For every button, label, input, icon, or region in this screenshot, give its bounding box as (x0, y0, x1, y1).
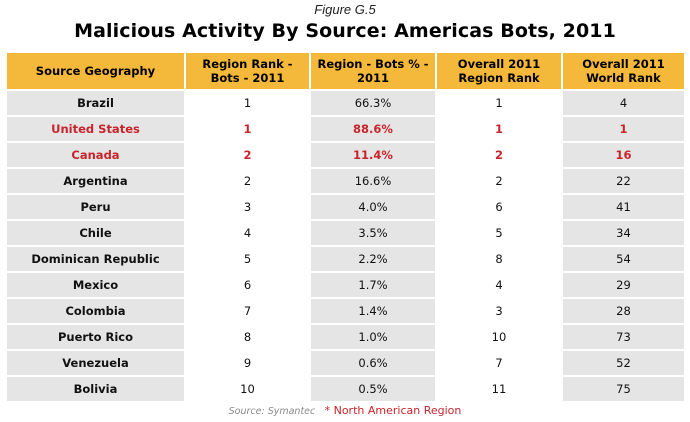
cell-overall-region-rank: 6 (435, 193, 562, 221)
table-row: Brazil 1 66.3% 1 4 (7, 89, 684, 117)
column-header-source-geography: Source Geography (7, 53, 185, 91)
data-table: Source Geography Region Rank - Bots - 20… (7, 53, 684, 403)
cell-overall-region-rank: 8 (435, 245, 562, 273)
cell-world-rank: 54 (561, 245, 684, 273)
cell-overall-region-rank: 1 (435, 89, 562, 117)
cell-region-rank: 6 (184, 271, 310, 299)
cell-source-geography: Puerto Rico (7, 323, 185, 351)
cell-region-rank: 4 (184, 219, 310, 247)
cell-bots-percent: 0.5% (309, 375, 436, 403)
column-header-bots-percent: Region - Bots % - 2011 (309, 53, 436, 91)
cell-overall-region-rank: 3 (435, 297, 562, 325)
cell-bots-percent: 11.4% (309, 141, 436, 169)
cell-bots-percent: 66.3% (309, 89, 436, 117)
source-text: Source: Symantec (228, 406, 316, 417)
table-body: Brazil 1 66.3% 1 4 United States 1 88.6% 1 1 Canad… (7, 89, 684, 403)
column-header-overall-region-rank: Overall 2011 Region Rank (435, 53, 562, 91)
figure-label: Figure G.5 (314, 2, 376, 17)
table-row: Chile 4 3.5% 5 34 (7, 219, 684, 247)
cell-bots-percent: 4.0% (309, 193, 436, 221)
cell-region-rank: 1 (184, 89, 310, 117)
cell-overall-region-rank: 7 (435, 349, 562, 377)
column-header-world-rank: Overall 2011 World Rank (561, 53, 684, 91)
page-title: Malicious Activity By Source: Americas B… (74, 20, 616, 42)
cell-source-geography: Argentina (7, 167, 185, 195)
cell-region-rank: 8 (184, 323, 310, 351)
cell-bots-percent: 16.6% (309, 167, 436, 195)
cell-region-rank: 2 (184, 167, 310, 195)
cell-overall-region-rank: 4 (435, 271, 562, 299)
cell-overall-region-rank: 2 (435, 141, 562, 169)
cell-bots-percent: 1.7% (309, 271, 436, 299)
cell-region-rank: 3 (184, 193, 310, 221)
cell-bots-percent: 2.2% (309, 245, 436, 273)
cell-bots-percent: 0.6% (309, 349, 436, 377)
cell-region-rank: 10 (184, 375, 310, 403)
table-row: United States 1 88.6% 1 1 (7, 115, 684, 143)
cell-world-rank: 52 (561, 349, 684, 377)
cell-overall-region-rank: 10 (435, 323, 562, 351)
cell-world-rank: 29 (561, 271, 684, 299)
cell-source-geography: Mexico (7, 271, 185, 299)
column-header-region-rank: Region Rank - Bots - 2011 (184, 53, 310, 91)
table-row: Venezuela 9 0.6% 7 52 (7, 349, 684, 377)
cell-world-rank: 22 (561, 167, 684, 195)
table-row: Canada 2 11.4% 2 16 (7, 141, 684, 169)
cell-source-geography: Canada (7, 141, 185, 169)
cell-region-rank: 7 (184, 297, 310, 325)
table-row: Puerto Rico 8 1.0% 10 73 (7, 323, 684, 351)
footer-line: Source: Symantec * North American Region (0, 404, 690, 417)
cell-world-rank: 75 (561, 375, 684, 403)
cell-world-rank: 28 (561, 297, 684, 325)
cell-world-rank: 73 (561, 323, 684, 351)
footnote-text: * North American Region (324, 404, 462, 417)
cell-overall-region-rank: 5 (435, 219, 562, 247)
table-row: Mexico 6 1.7% 4 29 (7, 271, 684, 299)
cell-region-rank: 9 (184, 349, 310, 377)
cell-source-geography: Dominican Republic (7, 245, 185, 273)
table-header-row: Source Geography Region Rank - Bots - 20… (7, 53, 684, 91)
table-row: Dominican Republic 5 2.2% 8 54 (7, 245, 684, 273)
cell-bots-percent: 1.4% (309, 297, 436, 325)
cell-region-rank: 2 (184, 141, 310, 169)
cell-source-geography: Brazil (7, 89, 185, 117)
cell-overall-region-rank: 11 (435, 375, 562, 403)
cell-overall-region-rank: 2 (435, 167, 562, 195)
table-row: Colombia 7 1.4% 3 28 (7, 297, 684, 325)
cell-overall-region-rank: 1 (435, 115, 562, 143)
cell-region-rank: 5 (184, 245, 310, 273)
cell-world-rank: 41 (561, 193, 684, 221)
cell-source-geography: Chile (7, 219, 185, 247)
cell-bots-percent: 3.5% (309, 219, 436, 247)
cell-source-geography: United States (7, 115, 185, 143)
cell-bots-percent: 88.6% (309, 115, 436, 143)
cell-bots-percent: 1.0% (309, 323, 436, 351)
cell-source-geography: Colombia (7, 297, 185, 325)
cell-world-rank: 34 (561, 219, 684, 247)
cell-source-geography: Bolivia (7, 375, 185, 403)
cell-source-geography: Peru (7, 193, 185, 221)
table-row: Bolivia 10 0.5% 11 75 (7, 375, 684, 403)
table-row: Peru 3 4.0% 6 41 (7, 193, 684, 221)
table-row: Argentina 2 16.6% 2 22 (7, 167, 684, 195)
cell-region-rank: 1 (184, 115, 310, 143)
cell-world-rank: 16 (561, 141, 684, 169)
cell-world-rank: 4 (561, 89, 684, 117)
cell-world-rank: 1 (561, 115, 684, 143)
cell-source-geography: Venezuela (7, 349, 185, 377)
